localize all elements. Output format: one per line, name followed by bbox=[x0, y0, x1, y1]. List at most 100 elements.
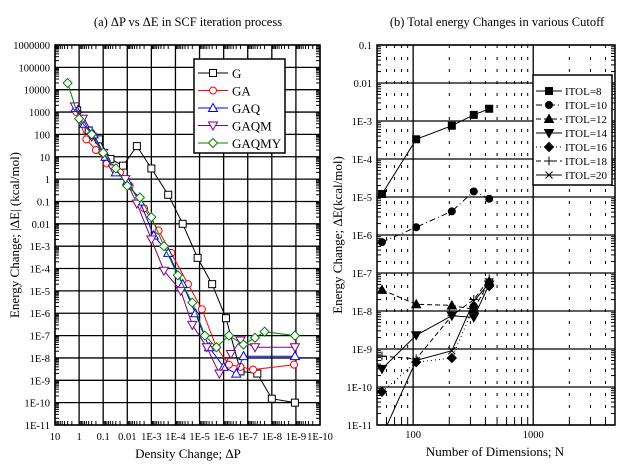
chart-b-point bbox=[484, 274, 494, 284]
chart-a-ytick-label: 1E-10 bbox=[24, 399, 50, 410]
chart-b-series-itol-18 bbox=[377, 274, 494, 364]
chart-a-ytick-label: 1E-6 bbox=[30, 309, 50, 320]
chart-a-point bbox=[253, 369, 262, 378]
chart-b: (b) Total energy Changes in various Cuto… bbox=[330, 15, 616, 459]
chart-b-legend-label: ITOL=18 bbox=[565, 156, 608, 168]
chart-a-point bbox=[201, 343, 213, 353]
chart-b-series bbox=[377, 104, 495, 425]
chart-a-legend-label: GA bbox=[232, 84, 251, 99]
chart-b-series-itol-8 bbox=[377, 104, 494, 198]
chart-b-point bbox=[410, 298, 422, 309]
chart-a-point bbox=[289, 343, 301, 353]
chart-b-legend-label: ITOL=14 bbox=[565, 128, 608, 140]
chart-a-legend-label: GAQMY bbox=[232, 136, 282, 151]
chart-a-point bbox=[208, 280, 217, 289]
chart-b-point bbox=[469, 297, 478, 306]
chart-a-point bbox=[221, 314, 230, 323]
chart-b-point bbox=[468, 313, 480, 323]
chart-a-point bbox=[94, 135, 103, 144]
chart-a-point bbox=[193, 253, 202, 262]
chart-b-point bbox=[377, 189, 386, 198]
chart-a-point bbox=[214, 369, 225, 380]
chart-a-point bbox=[289, 330, 301, 341]
chart-a-point bbox=[211, 342, 222, 353]
chart-a-point bbox=[249, 332, 261, 343]
chart-b-point bbox=[377, 351, 387, 361]
chart-a-legend-marker bbox=[209, 86, 217, 95]
chart-a-xlabel: Density Change; ΔP bbox=[135, 446, 241, 461]
chart-a-ytick-label: 100 bbox=[34, 130, 50, 141]
chart-a-legend-item: GAQM bbox=[198, 119, 272, 134]
chart-a-xtick-label: 1E-8 bbox=[262, 432, 282, 443]
chart-b-point bbox=[412, 223, 421, 232]
chart-b-legend-marker bbox=[545, 101, 553, 109]
chart-b-point bbox=[412, 135, 421, 144]
chart-a-ytick-label: 0.1 bbox=[37, 197, 50, 208]
chart-a-point bbox=[267, 394, 276, 403]
chart-b-point bbox=[411, 354, 421, 364]
chart-b-ytick-label: 1E-6 bbox=[352, 231, 372, 242]
chart-a-ytick-label: 1E-8 bbox=[30, 354, 50, 365]
chart-b-legend-marker bbox=[545, 171, 553, 179]
chart-b-legend-label: ITOL=10 bbox=[565, 100, 608, 112]
chart-a-xtick-label: 0.1 bbox=[97, 432, 110, 443]
chart-a-xtick-label: 10 bbox=[50, 432, 61, 443]
chart-b-legend-marker bbox=[543, 113, 555, 123]
chart-a-point bbox=[175, 286, 187, 297]
chart-b-point bbox=[446, 352, 458, 364]
chart-b-legend-item: ITOL=12 bbox=[536, 113, 607, 126]
chart-b-legend-label: ITOL=20 bbox=[565, 170, 608, 182]
chart-a-ytick-label: 1E-4 bbox=[30, 265, 51, 276]
chart-b-legend-item: ITOL=20 bbox=[536, 170, 608, 182]
chart-a-point bbox=[225, 350, 237, 360]
chart-a-ytick-label: 1E-11 bbox=[25, 421, 50, 432]
chart-a: (a) ΔP vs ΔE in SCF iteration process 10… bbox=[7, 15, 333, 461]
chart-a-ytick-label: 1 bbox=[45, 175, 50, 186]
chart-b-point bbox=[485, 194, 494, 203]
chart-a-ytick-label: 10000 bbox=[24, 86, 50, 97]
chart-a-point bbox=[158, 266, 170, 277]
chart-b-ytick-label: 1E-4 bbox=[352, 155, 373, 166]
chart-a-legend-marker bbox=[207, 102, 219, 112]
chart-b-point bbox=[447, 346, 456, 355]
chart-b-point bbox=[447, 311, 457, 321]
chart-a-point bbox=[164, 190, 173, 199]
chart-b-series-itol-20 bbox=[386, 279, 494, 425]
chart-b-point bbox=[447, 121, 456, 130]
chart-a-legend-item: GAQMY bbox=[198, 136, 282, 151]
chart-a-xtick-label: 1E-3 bbox=[141, 432, 161, 443]
chart-a-point bbox=[223, 330, 235, 341]
chart-a-xtick-label: 1 bbox=[76, 432, 81, 443]
chart-a-legend-marker bbox=[207, 121, 219, 132]
chart-b-legend: ITOL=8 ITOL=10 ITOL=12 ITOL=14 ITOL=16 ITOL=1… bbox=[532, 74, 613, 186]
chart-b-legend-marker bbox=[545, 87, 553, 95]
chart-a-ytick-label: 100000 bbox=[19, 63, 51, 74]
chart-a-xtick-label: 1E-5 bbox=[189, 432, 209, 443]
chart-a-legend-item: GA bbox=[198, 84, 251, 99]
chart-b-ytick-label: 1E-9 bbox=[352, 345, 372, 356]
chart-a-point bbox=[146, 211, 157, 223]
chart-a-point bbox=[238, 339, 249, 350]
chart-a-point bbox=[186, 320, 198, 331]
chart-a-xtick-label: 0.01 bbox=[118, 432, 136, 443]
chart-a-ytick-label: 1E-7 bbox=[30, 332, 50, 343]
chart-b-point bbox=[485, 279, 494, 287]
chart-a-point bbox=[122, 180, 133, 192]
chart-a-point bbox=[97, 147, 109, 159]
chart-a-ytick-label: 1E-3 bbox=[30, 242, 50, 253]
chart-a-point bbox=[134, 192, 146, 203]
chart-b-point bbox=[447, 207, 456, 216]
chart-a-point bbox=[189, 307, 201, 318]
chart-b-ytick-label: 1E-8 bbox=[352, 307, 372, 318]
chart-b-xlabel: Number of Dimensions; N bbox=[426, 444, 565, 459]
chart-b-legend-marker bbox=[543, 129, 555, 139]
chart-b-point bbox=[483, 280, 495, 292]
chart-a-point bbox=[187, 297, 198, 308]
chart-b-legend-item: ITOL=8 bbox=[536, 86, 602, 98]
chart-b-point bbox=[377, 364, 388, 375]
chart-a-point bbox=[238, 350, 249, 361]
chart-a-legend-label: GAQ bbox=[232, 101, 261, 116]
chart-b-legend-item: ITOL=18 bbox=[536, 156, 608, 168]
chart-b-title: (b) Total energy Changes in various Cuto… bbox=[390, 15, 605, 29]
chart-a-point bbox=[158, 240, 170, 252]
